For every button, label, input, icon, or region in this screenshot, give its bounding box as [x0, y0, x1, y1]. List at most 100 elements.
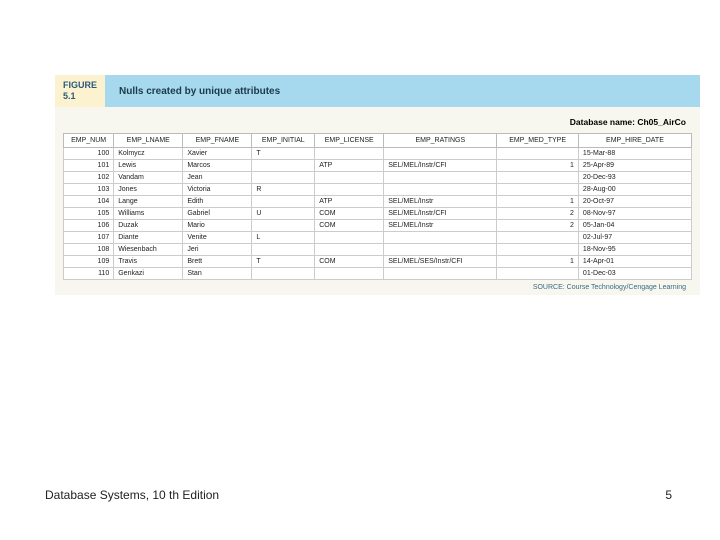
table-cell: 106	[64, 220, 114, 232]
table-cell: 103	[64, 184, 114, 196]
table-cell: 02-Jul-97	[578, 232, 691, 244]
table-cell: 2	[497, 220, 579, 232]
table-cell: 14-Apr-01	[578, 256, 691, 268]
table-cell	[252, 244, 315, 256]
table-cell: 20-Oct-97	[578, 196, 691, 208]
table-cell: 1	[497, 256, 579, 268]
table-cell: SEL/MEL/SES/Instr/CFI	[384, 256, 497, 268]
slide: FIGURE 5.1 Nulls created by unique attri…	[0, 0, 720, 540]
table-row: 109TravisBrettTCOMSEL/MEL/SES/Instr/CFI1…	[64, 256, 692, 268]
table-cell	[384, 232, 497, 244]
table-cell: Jean	[183, 172, 252, 184]
table-cell: 08-Nov-97	[578, 208, 691, 220]
table-cell	[252, 172, 315, 184]
table-cell: SEL/MEL/Instr	[384, 196, 497, 208]
column-header: EMP_NUM	[64, 134, 114, 148]
table-cell: SEL/MEL/Instr	[384, 220, 497, 232]
table-row: 108WiesenbachJeri 18-Nov-95	[64, 244, 692, 256]
table-cell: Diante	[114, 232, 183, 244]
table-cell	[384, 244, 497, 256]
table-cell: Xavier	[183, 148, 252, 160]
database-name-value: Ch05_AirCo	[637, 117, 686, 127]
employee-table: EMP_NUMEMP_LNAMEEMP_FNAMEEMP_INITIAL EMP_…	[63, 133, 692, 280]
table-cell	[384, 184, 497, 196]
footer-text-left: Database Systems, 10 th Edition	[45, 488, 219, 502]
table-cell: Vandam	[114, 172, 183, 184]
table-cell: Edith	[183, 196, 252, 208]
table-cell: 105	[64, 208, 114, 220]
table-cell: 2	[497, 208, 579, 220]
table-cell: Jones	[114, 184, 183, 196]
table-cell: 05-Jan-04	[578, 220, 691, 232]
table-cell: Duzak	[114, 220, 183, 232]
table-cell	[252, 160, 315, 172]
table-cell: T	[252, 148, 315, 160]
table-cell	[315, 268, 384, 280]
table-cell	[252, 196, 315, 208]
figure-block: FIGURE 5.1 Nulls created by unique attri…	[55, 75, 700, 295]
table-cell: Travis	[114, 256, 183, 268]
table-cell: 15-Mar-88	[578, 148, 691, 160]
table-cell: Jeri	[183, 244, 252, 256]
column-header: EMP_LNAME	[114, 134, 183, 148]
table-row: 105WilliamsGabrielUCOMSEL/MEL/Instr/CFI2…	[64, 208, 692, 220]
column-header: EMP_RATINGS	[384, 134, 497, 148]
table-cell: 109	[64, 256, 114, 268]
table-cell	[315, 148, 384, 160]
table-cell: Stan	[183, 268, 252, 280]
table-row: 107DianteVeniteL02-Jul-97	[64, 232, 692, 244]
table-cell: COM	[315, 220, 384, 232]
table-cell: T	[252, 256, 315, 268]
table-cell: R	[252, 184, 315, 196]
table-cell: 18-Nov-95	[578, 244, 691, 256]
column-header: EMP_FNAME	[183, 134, 252, 148]
table-cell	[315, 172, 384, 184]
figure-header: FIGURE 5.1 Nulls created by unique attri…	[55, 75, 700, 107]
table-row: 110GenkaziStan01-Dec-03	[64, 268, 692, 280]
figure-label-number: 5.1	[63, 91, 95, 102]
table-cell	[384, 148, 497, 160]
table-row: 103JonesVictoriaR 28-Aug-00	[64, 184, 692, 196]
table-cell: SEL/MEL/Instr/CFI	[384, 208, 497, 220]
table-cell	[315, 244, 384, 256]
table-cell	[252, 268, 315, 280]
table-cell: COM	[315, 256, 384, 268]
table-cell: 108	[64, 244, 114, 256]
page-number: 5	[665, 488, 672, 502]
table-cell	[315, 184, 384, 196]
table-cell: 1	[497, 196, 579, 208]
figure-source: SOURCE: Course Technology/Cengage Learni…	[63, 280, 692, 291]
table-cell	[252, 220, 315, 232]
table-row: 104LangeEdithATPSEL/MEL/Instr120-Oct-97	[64, 196, 692, 208]
table-cell: Victoria	[183, 184, 252, 196]
table-cell: 101	[64, 160, 114, 172]
table-cell: SEL/MEL/Instr/CFI	[384, 160, 497, 172]
table-cell	[497, 268, 579, 280]
table-cell: Marcos	[183, 160, 252, 172]
table-body: 100KolmyczXavierT15-Mar-88101LewisMarcos…	[64, 148, 692, 280]
table-cell: 107	[64, 232, 114, 244]
table-cell: Wiesenbach	[114, 244, 183, 256]
table-row: 102VandamJean 20-Dec-93	[64, 172, 692, 184]
figure-label-tab: FIGURE 5.1	[55, 75, 105, 107]
table-cell: ATP	[315, 196, 384, 208]
table-cell: 110	[64, 268, 114, 280]
table-cell: 20-Dec-93	[578, 172, 691, 184]
table-cell: Gabriel	[183, 208, 252, 220]
figure-label-word: FIGURE	[63, 80, 95, 91]
table-cell: Lewis	[114, 160, 183, 172]
table-row: 106DuzakMarioCOMSEL/MEL/Instr205-Jan-04	[64, 220, 692, 232]
table-cell: 102	[64, 172, 114, 184]
table-cell	[497, 184, 579, 196]
table-cell	[497, 148, 579, 160]
table-row: 101LewisMarcosATPSEL/MEL/Instr/CFI125-Ap…	[64, 160, 692, 172]
table-row: 100KolmyczXavierT15-Mar-88	[64, 148, 692, 160]
table-cell: L	[252, 232, 315, 244]
table-cell	[384, 172, 497, 184]
table-cell: 28-Aug-00	[578, 184, 691, 196]
table-header: EMP_NUMEMP_LNAMEEMP_FNAMEEMP_INITIAL EMP_…	[64, 134, 692, 148]
table-cell	[497, 172, 579, 184]
table-cell	[497, 232, 579, 244]
table-cell: Kolmycz	[114, 148, 183, 160]
column-header: EMP_INITIAL	[252, 134, 315, 148]
